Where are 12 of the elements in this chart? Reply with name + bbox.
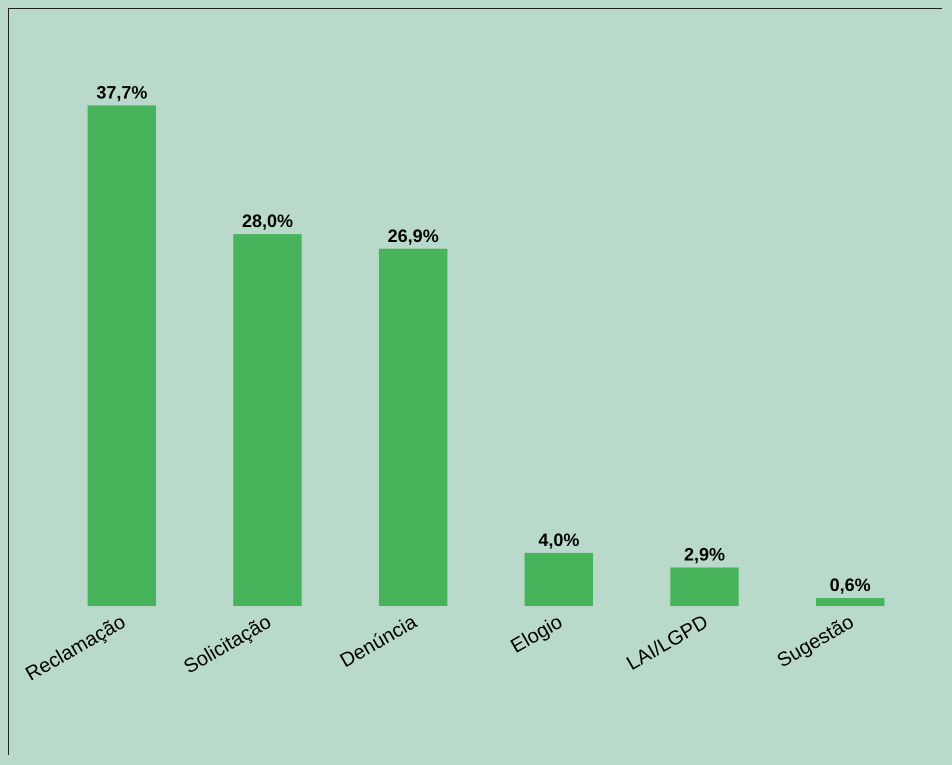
bar	[88, 105, 156, 606]
bar	[816, 598, 884, 606]
data-label: 2,9%	[684, 544, 726, 564]
bar	[670, 567, 739, 606]
bar	[233, 234, 302, 606]
data-label: 28,0%	[242, 211, 294, 232]
data-label: 0,6%	[830, 575, 871, 596]
data-label: 26,9%	[388, 226, 439, 246]
data-label: 4,0%	[538, 530, 580, 550]
data-label: 37,7%	[96, 82, 148, 102]
bar	[378, 248, 448, 606]
bar	[524, 552, 594, 606]
